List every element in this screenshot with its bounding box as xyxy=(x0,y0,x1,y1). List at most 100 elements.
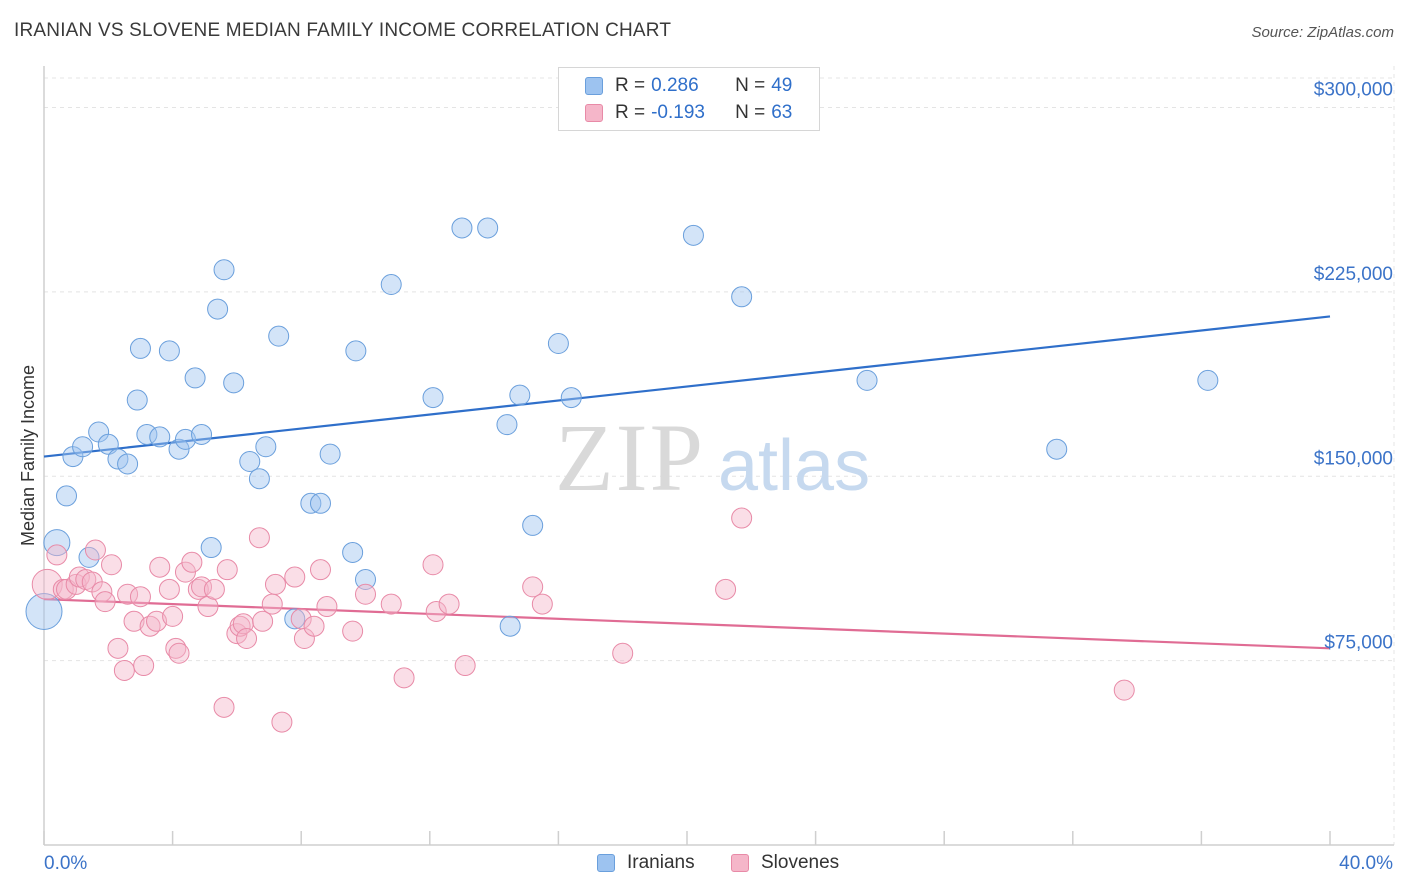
x-tick-label: 40.0% xyxy=(1339,853,1393,874)
data-point-slovenes xyxy=(531,593,553,615)
watermark: ZIP atlas xyxy=(555,404,870,511)
trend-line-slovenes xyxy=(43,598,1331,650)
data-point-iranians xyxy=(213,259,235,281)
y-tick-label: $300,000 xyxy=(1314,80,1393,101)
data-point-slovenes xyxy=(380,593,402,615)
data-point-slovenes xyxy=(146,610,168,632)
data-point-slovenes xyxy=(46,544,68,566)
data-points xyxy=(25,217,1219,733)
chart-source: Source: ZipAtlas.com xyxy=(1251,24,1394,41)
data-point-iranians xyxy=(560,387,582,409)
bottom-legend-iranians: Iranians xyxy=(597,852,695,874)
legend-swatch-slovenes xyxy=(585,104,603,122)
watermark-zip: ZIP xyxy=(555,404,705,511)
y-tick-label: $225,000 xyxy=(1314,264,1393,285)
data-point-iranians xyxy=(284,608,306,630)
data-point-iranians xyxy=(496,414,518,436)
data-point-slovenes xyxy=(261,593,283,615)
bottom-legend-label: Slovenes xyxy=(761,852,840,873)
data-point-slovenes xyxy=(191,576,213,598)
data-point-iranians xyxy=(1046,438,1068,460)
data-point-slovenes xyxy=(129,586,151,608)
legend-n-value: 49 xyxy=(771,75,793,96)
axis-labels: $75,000 $150,000 $225,000 $300,000 0.0% 40.0%… xyxy=(18,80,1393,875)
data-point-iranians xyxy=(255,436,277,458)
data-point-slovenes xyxy=(438,593,460,615)
bottom-legend-swatch-iranians xyxy=(597,854,615,872)
data-point-slovenes xyxy=(309,559,331,581)
legend-n-label: N = xyxy=(735,102,766,123)
data-point-iranians xyxy=(355,569,376,590)
data-point-slovenes xyxy=(342,620,364,642)
legend-swatch-iranians xyxy=(585,77,603,95)
data-point-iranians xyxy=(158,340,180,362)
data-point-iranians xyxy=(200,537,222,559)
data-point-slovenes xyxy=(271,711,293,733)
data-point-iranians xyxy=(342,541,364,563)
data-point-slovenes xyxy=(133,655,155,677)
data-point-slovenes xyxy=(203,578,225,600)
legend-n-value: 63 xyxy=(771,102,793,123)
data-point-iranians xyxy=(422,387,444,409)
data-point-iranians xyxy=(97,433,119,455)
data-point-slovenes xyxy=(284,566,306,588)
chart-title: IRANIAN VS SLOVENE MEDIAN FAMILY INCOME … xyxy=(14,20,672,41)
trend-line-iranians xyxy=(43,315,1331,458)
data-point-iranians xyxy=(345,340,367,362)
data-point-slovenes xyxy=(168,642,190,664)
stats-legend: R = 0.286 N = 49 R = -0.193 N = 63 xyxy=(558,67,820,131)
data-point-iranians xyxy=(1197,369,1219,391)
data-point-iranians xyxy=(56,485,78,507)
data-point-slovenes xyxy=(216,559,238,581)
data-point-slovenes xyxy=(1113,679,1135,701)
data-point-iranians xyxy=(223,372,245,394)
data-point-slovenes xyxy=(31,568,63,600)
data-point-slovenes xyxy=(522,576,544,598)
data-point-iranians xyxy=(25,592,63,630)
data-point-slovenes xyxy=(612,642,634,664)
data-point-slovenes xyxy=(187,578,209,600)
data-point-slovenes xyxy=(56,578,78,600)
data-point-slovenes xyxy=(393,667,415,689)
data-point-iranians xyxy=(309,492,331,514)
data-point-slovenes xyxy=(422,554,444,576)
data-point-iranians xyxy=(174,428,196,450)
data-point-iranians xyxy=(107,448,129,470)
trend-lines xyxy=(43,315,1331,650)
data-point-slovenes xyxy=(316,596,338,618)
data-point-iranians xyxy=(239,451,261,472)
data-point-slovenes xyxy=(123,610,145,632)
data-point-iranians xyxy=(149,426,171,448)
watermark-atlas: atlas xyxy=(718,426,870,506)
legend-row-iranians: R = 0.286 N = 49 xyxy=(585,74,792,98)
data-point-slovenes xyxy=(107,637,129,659)
data-point-iranians xyxy=(499,615,521,637)
data-point-iranians xyxy=(682,224,704,246)
data-point-slovenes xyxy=(113,659,135,681)
data-point-slovenes xyxy=(454,655,476,677)
data-point-iranians xyxy=(184,367,206,389)
data-point-slovenes xyxy=(158,578,180,600)
data-point-slovenes xyxy=(213,696,235,718)
x-tick-label: 0.0% xyxy=(44,853,87,874)
data-point-iranians xyxy=(126,389,148,411)
data-point-iranians xyxy=(477,217,499,239)
data-point-iranians xyxy=(319,443,341,465)
legend-r-label: R = xyxy=(615,102,646,123)
data-point-slovenes xyxy=(236,628,258,649)
data-point-slovenes xyxy=(94,591,116,613)
data-point-slovenes xyxy=(264,573,286,595)
data-point-iranians xyxy=(509,384,531,406)
data-point-slovenes xyxy=(84,539,106,561)
y-tick-label: $150,000 xyxy=(1314,448,1393,469)
legend-n-label: N = xyxy=(735,75,766,96)
data-point-slovenes xyxy=(731,507,753,529)
data-point-iranians xyxy=(547,333,569,354)
data-point-iranians xyxy=(522,514,544,536)
data-point-iranians xyxy=(248,468,270,490)
legend-row-slovenes: R = -0.193 N = 63 xyxy=(585,101,792,125)
data-point-slovenes xyxy=(715,578,737,600)
data-point-iranians xyxy=(191,423,213,445)
data-point-slovenes xyxy=(229,615,251,637)
